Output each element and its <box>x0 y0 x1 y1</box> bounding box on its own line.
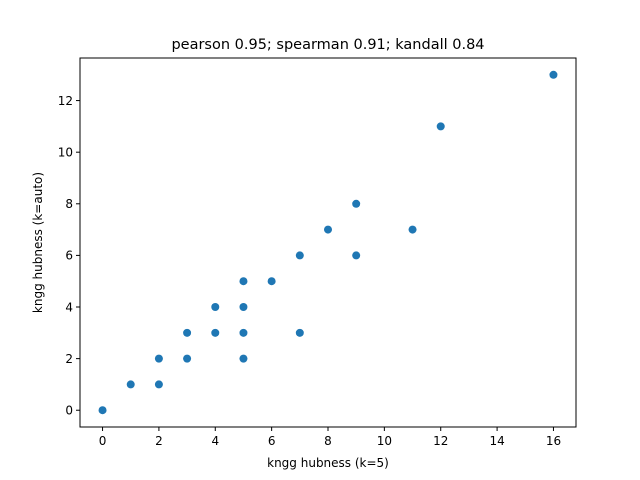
data-point <box>126 380 135 389</box>
y-tick-label: 6 <box>65 249 73 263</box>
data-point <box>154 354 163 363</box>
data-point <box>211 328 220 337</box>
y-axis-ticks: 0 2 4 6 8 10 12 <box>58 94 80 418</box>
y-tick-label: 10 <box>58 145 73 159</box>
data-point <box>183 328 192 337</box>
data-point <box>211 303 220 312</box>
points-layer <box>98 70 558 415</box>
x-tick-label: 8 <box>324 434 332 448</box>
x-axis-label: kngg hubness (k=5) <box>267 456 389 470</box>
x-tick-label: 14 <box>489 434 504 448</box>
y-tick-label: 4 <box>65 300 73 314</box>
x-tick-label: 6 <box>268 434 276 448</box>
data-point <box>408 225 417 234</box>
data-point <box>239 303 248 312</box>
x-tick-label: 4 <box>211 434 219 448</box>
data-point <box>154 380 163 389</box>
data-point <box>239 277 248 286</box>
x-tick-label: 10 <box>377 434 392 448</box>
y-tick-label: 2 <box>65 352 73 366</box>
data-point <box>295 328 304 337</box>
x-axis-ticks: 0 2 4 6 8 10 12 14 16 <box>99 427 561 448</box>
data-point <box>239 328 248 337</box>
chart-title: pearson 0.95; spearman 0.91; kandall 0.8… <box>171 37 484 53</box>
plot-frame <box>79 57 577 428</box>
data-point <box>98 406 107 415</box>
y-axis-label: kngg hubness (k=auto) <box>31 172 45 313</box>
data-point <box>324 225 332 234</box>
y-tick-label: 12 <box>58 94 73 108</box>
x-tick-label: 0 <box>99 434 107 448</box>
data-point <box>436 122 445 131</box>
data-point <box>549 70 558 79</box>
data-point <box>352 199 361 208</box>
data-point <box>267 277 276 286</box>
y-tick-label: 8 <box>65 197 73 211</box>
x-tick-label: 16 <box>546 434 561 448</box>
x-tick-label: 12 <box>433 434 448 448</box>
data-point <box>352 251 361 260</box>
x-tick-label: 2 <box>155 434 163 448</box>
data-point <box>183 354 192 363</box>
data-point <box>239 354 248 363</box>
y-tick-label: 0 <box>65 404 73 418</box>
data-point <box>295 251 304 260</box>
